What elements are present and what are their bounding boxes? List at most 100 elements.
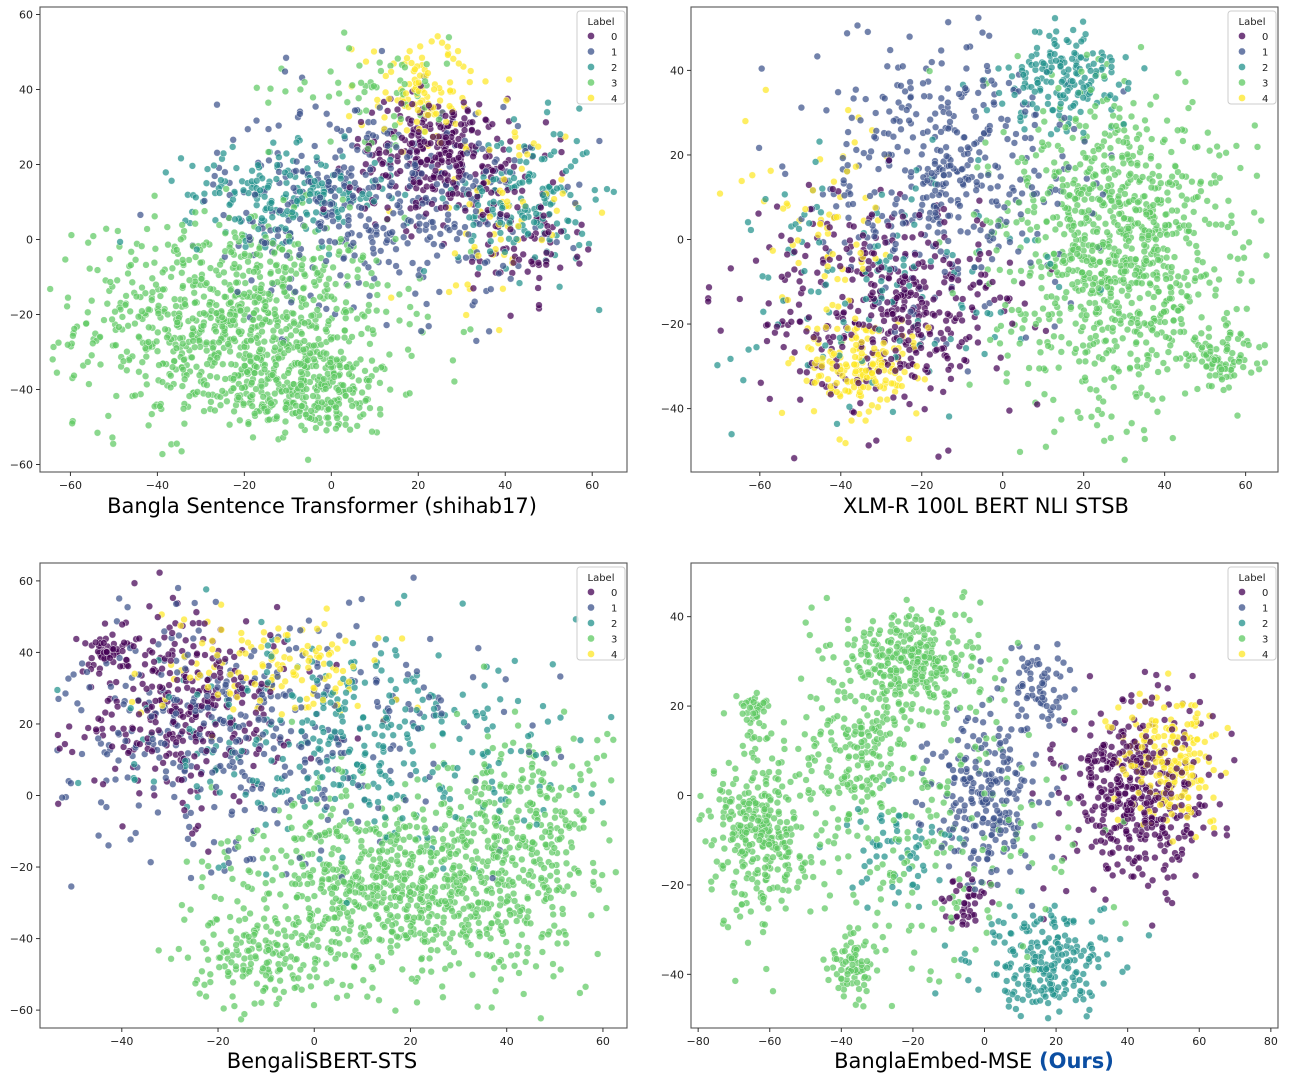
point-label-2: [270, 139, 277, 146]
point-label-3: [269, 372, 276, 379]
point-label-1: [370, 184, 377, 191]
point-label-3: [1121, 268, 1128, 275]
point-label-1: [944, 85, 951, 92]
point-label-0: [850, 223, 857, 230]
point-label-3: [216, 222, 223, 229]
point-label-1: [910, 134, 917, 141]
point-label-3: [1148, 136, 1155, 143]
point-label-2: [513, 236, 520, 243]
point-label-3: [181, 357, 188, 364]
point-label-1: [1034, 231, 1041, 238]
point-label-1: [367, 166, 374, 173]
point-label-3: [249, 403, 256, 410]
point-label-0: [1034, 401, 1041, 408]
point-label-4: [836, 436, 843, 443]
point-label-0: [497, 211, 504, 218]
point-label-3: [299, 262, 306, 269]
point-label-3: [333, 404, 340, 411]
point-label-3: [1139, 174, 1146, 181]
point-label-2: [453, 204, 460, 211]
point-label-2: [371, 160, 378, 167]
point-label-3: [1143, 126, 1150, 133]
point-label-1: [261, 240, 268, 247]
point-label-2: [249, 167, 256, 174]
point-label-3: [392, 236, 399, 243]
point-label-2: [879, 287, 886, 294]
point-label-4: [872, 204, 879, 211]
point-label-3: [1027, 226, 1034, 233]
point-label-3: [356, 62, 363, 69]
y-tick-label: 20: [19, 159, 33, 172]
point-label-3: [1175, 70, 1182, 77]
point-label-3: [282, 405, 289, 412]
point-label-3: [1216, 276, 1223, 283]
x-tick-label: 60: [1239, 479, 1253, 492]
point-label-2: [233, 165, 240, 172]
point-label-4: [455, 48, 462, 55]
point-label-3: [219, 323, 226, 330]
point-label-2: [1080, 129, 1087, 136]
point-label-0: [933, 346, 940, 353]
point-label-3: [178, 448, 185, 455]
point-label-3: [267, 258, 274, 265]
point-label-0: [901, 286, 908, 293]
point-label-3: [1083, 215, 1090, 222]
point-label-2: [1051, 41, 1058, 48]
point-label-3: [1155, 256, 1162, 263]
point-label-0: [461, 115, 468, 122]
point-label-2: [567, 192, 574, 199]
point-label-0: [482, 116, 489, 123]
point-label-1: [394, 202, 401, 209]
point-label-0: [774, 323, 781, 330]
point-label-0: [519, 187, 526, 194]
point-label-3: [993, 247, 1000, 254]
point-label-3: [1059, 272, 1066, 279]
point-label-1: [363, 223, 370, 230]
point-label-3: [70, 332, 77, 339]
point-label-3: [1163, 334, 1170, 341]
point-label-4: [842, 387, 849, 394]
point-label-3: [145, 324, 152, 331]
point-label-3: [179, 340, 186, 347]
point-label-0: [876, 368, 883, 375]
point-label-1: [491, 159, 498, 166]
point-label-2: [714, 362, 721, 369]
point-label-3: [1026, 272, 1033, 279]
y-tick-label: 40: [670, 64, 684, 77]
point-label-3: [1204, 198, 1211, 205]
point-label-2: [1141, 65, 1148, 72]
point-label-3: [1185, 105, 1192, 112]
point-label-4: [769, 247, 776, 254]
point-label-3: [1181, 214, 1188, 221]
point-label-0: [1043, 328, 1050, 335]
point-label-2: [781, 191, 788, 198]
point-label-3: [248, 337, 255, 344]
point-label-3: [345, 247, 352, 254]
point-label-3: [151, 259, 158, 266]
point-label-3: [1073, 346, 1080, 353]
point-label-3: [1092, 333, 1099, 340]
point-label-3: [1237, 165, 1244, 172]
point-label-3: [1058, 147, 1065, 154]
point-label-4: [898, 383, 905, 390]
point-label-0: [376, 150, 383, 157]
point-label-3: [1121, 456, 1128, 463]
point-label-1: [451, 224, 458, 231]
point-label-3: [149, 275, 156, 282]
point-label-3: [341, 29, 348, 36]
point-label-1: [500, 104, 507, 111]
point-label-3: [323, 281, 330, 288]
point-label-2: [1023, 237, 1030, 244]
point-label-1: [971, 141, 978, 148]
point-label-2: [511, 116, 518, 123]
point-label-3: [231, 335, 238, 342]
point-label-3: [384, 282, 391, 289]
point-label-3: [1070, 180, 1077, 187]
point-label-0: [462, 207, 469, 214]
point-label-3: [1185, 282, 1192, 289]
point-label-1: [1015, 248, 1022, 255]
point-label-3: [1212, 286, 1219, 293]
point-label-1: [383, 322, 390, 329]
point-label-0: [379, 161, 386, 168]
point-label-3: [1077, 161, 1084, 168]
